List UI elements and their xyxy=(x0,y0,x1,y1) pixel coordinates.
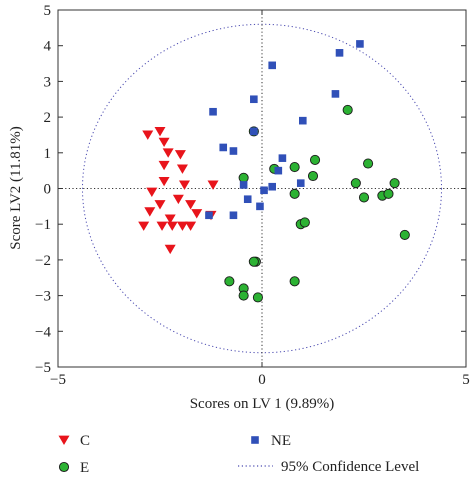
data-point-e xyxy=(307,170,319,182)
x-axis-label: Scores on LV 1 (9.89%) xyxy=(190,396,335,412)
x-tick-label: −5 xyxy=(50,372,66,388)
data-point-c xyxy=(158,160,170,171)
data-point-c xyxy=(164,214,176,224)
data-point-e xyxy=(309,154,321,165)
data-point-c xyxy=(162,148,174,158)
y-tick-label: −5 xyxy=(35,360,51,376)
data-point-c xyxy=(172,194,184,205)
legend-label-ne: NE xyxy=(271,433,291,449)
data-point-ne xyxy=(268,61,276,70)
data-point-e xyxy=(299,217,310,228)
data-point-c xyxy=(154,200,166,210)
data-point-e xyxy=(350,178,361,189)
data-point-ne xyxy=(229,147,238,155)
y-tick-label: −3 xyxy=(35,289,51,305)
x-tick-label: 5 xyxy=(462,372,470,388)
data-point-e xyxy=(289,276,300,287)
data-point-e xyxy=(224,276,235,287)
y-tick-label: 0 xyxy=(44,182,52,198)
data-point-e xyxy=(383,188,394,199)
x-tick-label: 0 xyxy=(258,372,266,388)
data-point-e xyxy=(363,158,374,169)
data-point-c xyxy=(176,164,188,174)
data-point-e xyxy=(342,104,353,116)
data-point-ne xyxy=(299,116,307,125)
data-point-c xyxy=(174,150,186,160)
legend-marker-e xyxy=(58,461,70,473)
data-point-e xyxy=(238,172,249,183)
data-point-e xyxy=(389,178,400,189)
legend-label-confidence: 95% Confidence Level xyxy=(281,459,419,475)
y-tick-label: 5 xyxy=(44,3,52,19)
data-point-c xyxy=(156,221,168,231)
data-point-e xyxy=(252,292,263,303)
data-point-ne xyxy=(256,202,264,211)
data-point-c xyxy=(138,221,150,231)
data-point-c xyxy=(166,221,178,231)
data-point-e xyxy=(399,229,410,240)
data-point-ne xyxy=(250,95,258,104)
data-point-c xyxy=(146,187,158,198)
data-point-e xyxy=(238,290,249,301)
y-tick-label: 2 xyxy=(44,110,52,126)
data-point-ne xyxy=(205,211,213,220)
y-tick-label: −1 xyxy=(35,217,51,233)
data-point-e xyxy=(289,162,300,173)
data-point-ne xyxy=(278,154,287,162)
legend-label-c: C xyxy=(80,433,90,449)
data-point-ne xyxy=(250,127,258,136)
data-point-ne xyxy=(356,40,364,48)
y-tick-label: −2 xyxy=(35,253,51,269)
y-tick-label: 3 xyxy=(44,74,52,90)
data-point-c xyxy=(158,176,170,187)
data-point-c xyxy=(164,244,176,255)
data-point-e xyxy=(289,188,300,199)
data-point-ne xyxy=(209,107,217,116)
data-point-e xyxy=(358,192,370,203)
data-point-c xyxy=(207,180,219,190)
data-point-c xyxy=(154,126,166,137)
data-point-ne xyxy=(296,179,305,187)
data-point-c xyxy=(191,209,203,219)
legend-marker-c xyxy=(58,435,70,445)
legend-label-e: E xyxy=(80,460,89,476)
y-tick-label: −4 xyxy=(35,324,51,340)
data-point-ne xyxy=(260,186,268,195)
data-point-ne xyxy=(219,143,228,152)
data-point-c xyxy=(178,180,190,190)
data-point-c xyxy=(158,137,170,148)
data-point-c xyxy=(176,221,188,231)
data-point-c xyxy=(185,200,197,210)
data-point-ne xyxy=(239,181,248,189)
data-point-c xyxy=(142,130,154,140)
y-tick-label: 1 xyxy=(44,146,52,162)
y-axis-label: Score LV2 (11.81%) xyxy=(8,126,24,249)
data-point-ne xyxy=(335,49,344,57)
data-point-e xyxy=(248,256,259,267)
data-point-c xyxy=(185,221,197,231)
legend-marker-ne xyxy=(251,436,259,444)
data-point-ne xyxy=(331,90,340,98)
data-point-ne xyxy=(274,166,283,175)
data-point-ne xyxy=(268,182,276,191)
y-tick-label: 4 xyxy=(44,39,52,55)
data-point-c xyxy=(144,207,156,217)
data-point-ne xyxy=(243,195,252,204)
data-point-ne xyxy=(229,211,238,220)
